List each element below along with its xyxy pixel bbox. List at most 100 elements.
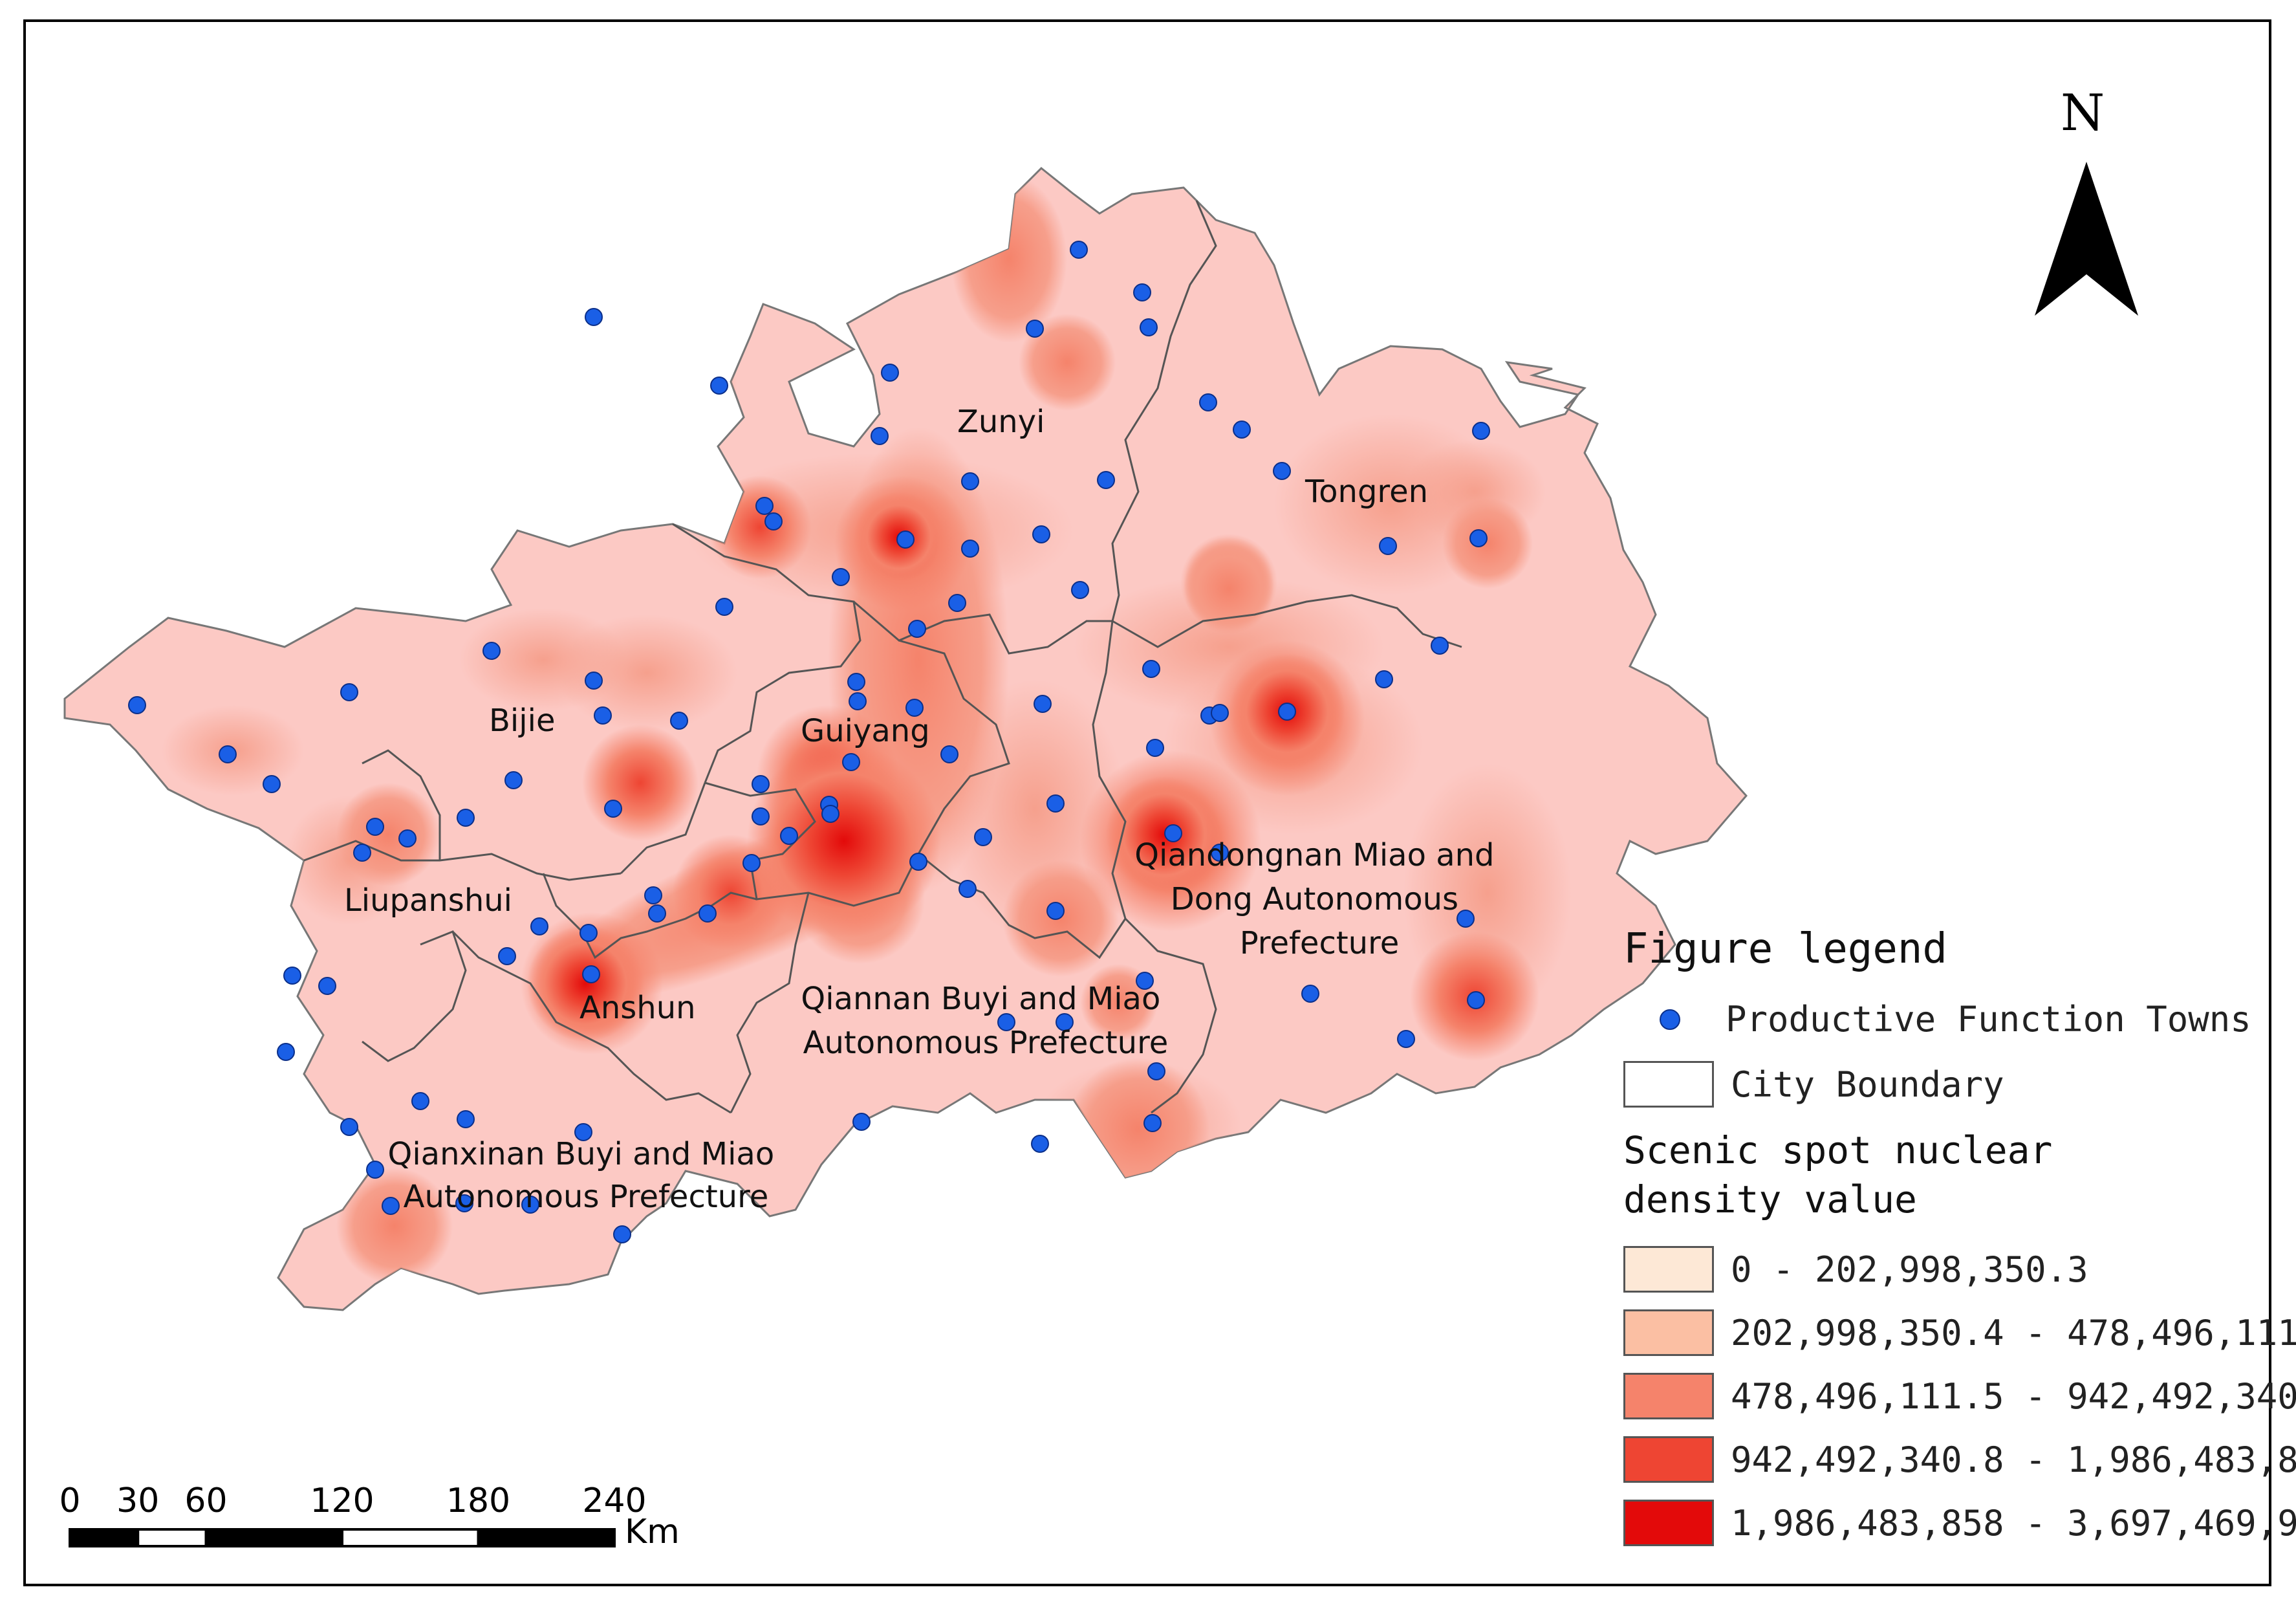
legend-class-row: 942,492,340.8 - 1,986,483,857 [1623, 1436, 2296, 1483]
town-dot [896, 530, 915, 549]
city-label-qianxinan-line1: Qianxinan Buyi and Miao [388, 1136, 775, 1172]
town-dot [1031, 1135, 1049, 1153]
town-dot [752, 775, 770, 793]
town-dot [948, 594, 966, 612]
town-dot [715, 598, 733, 616]
town-dot [1056, 1013, 1074, 1031]
town-dot [1164, 824, 1182, 842]
town-dot [585, 308, 603, 326]
boundary-tongren-qiandongnan [1112, 594, 1462, 648]
town-dot [498, 947, 516, 965]
town-dot [1379, 537, 1397, 555]
province-map: Zunyi Tongren Bijie Guiyang Liupanshui A… [63, 166, 1748, 1311]
scale-tick-label: 30 [116, 1481, 160, 1520]
town-dot [1457, 910, 1475, 928]
boundary-anshun-qianxinan [451, 930, 731, 1114]
town-dot [128, 696, 146, 714]
city-label-liupanshui: Liupanshui [344, 882, 512, 919]
town-dot [585, 672, 603, 690]
scale-bar-segment [341, 1528, 480, 1547]
town-dot [398, 829, 417, 847]
town-dot [366, 818, 384, 836]
town-dot [353, 844, 371, 862]
town-dot [1136, 972, 1154, 990]
legend-towns-label: Productive Function Towns [1726, 999, 2251, 1040]
boundary-zunyi-tongren [1111, 200, 1217, 622]
boundary-qiannan-west [730, 892, 810, 1113]
legend-class-row: 202,998,350.4 - 478,496,111.4 [1623, 1309, 2296, 1356]
town-dot [908, 620, 926, 638]
town-dot [710, 377, 728, 395]
city-label-zunyi: Zunyi [957, 404, 1045, 440]
boundary-bijie-zunyi [672, 523, 861, 783]
city-label-qiandongnan-line1: Qiandongnan Miao and [1134, 837, 1494, 873]
boundary-swatch [1623, 1061, 1714, 1108]
town-dot [1097, 471, 1115, 489]
town-dot [670, 712, 688, 730]
north-arrow [2035, 162, 2138, 316]
town-dot [1026, 320, 1044, 338]
town-dot [849, 692, 867, 710]
town-dot [842, 753, 860, 771]
town-dot [1375, 670, 1393, 688]
town-dot [1143, 1114, 1162, 1132]
town-dot [1273, 462, 1291, 480]
town-dot [604, 800, 622, 818]
town-dot [997, 1013, 1015, 1031]
legend-class-swatch [1623, 1309, 1714, 1356]
town-dot [1469, 529, 1488, 547]
town-dot [1046, 902, 1065, 920]
scale-bar [69, 1528, 616, 1547]
scale-bar-segment [136, 1528, 208, 1547]
town-dot [457, 1110, 475, 1128]
legend-class-swatch [1623, 1436, 1714, 1483]
city-label-qiannan-line1: Qiannan Buyi and Miao [801, 981, 1160, 1017]
legend-class-label: 1,986,483,858 - 3,697,469,952 [1731, 1502, 2296, 1544]
town-dot [648, 904, 666, 923]
town-dot [905, 699, 924, 717]
city-label-qiandongnan-line3: Prefecture [1240, 925, 1400, 961]
density-layer [162, 175, 1572, 1284]
town-dot [1199, 393, 1217, 411]
town-dot [318, 977, 336, 995]
town-dot [1032, 525, 1050, 543]
town-dot [521, 1196, 539, 1214]
legend-boundary-row: City Boundary [1623, 1061, 2004, 1108]
town-dot [871, 427, 889, 445]
town-dot [283, 967, 301, 985]
city-label-tongren: Tongren [1305, 474, 1428, 510]
city-label-qianxinan: Qianxinan Buyi and Miao Autonomous Prefe… [388, 1136, 785, 1215]
town-dot [958, 880, 977, 898]
town-dot [1140, 318, 1158, 336]
city-labels: Zunyi Tongren Bijie Guiyang Liupanshui A… [344, 404, 1495, 1215]
town-dot [780, 827, 798, 845]
scale-bar-unit: Km [625, 1513, 680, 1551]
town-dot [961, 472, 979, 490]
boundary-guiyang-qiannan [704, 639, 1010, 907]
town-dot [1301, 985, 1319, 1003]
town-dot [752, 807, 770, 825]
scale-tick-label: 120 [310, 1481, 374, 1520]
town-dot [579, 924, 598, 942]
legend-class-label: 202,998,350.4 - 478,496,111.4 [1731, 1312, 2296, 1353]
city-label-qiannan-line2: Autonomous Prefecture [803, 1025, 1169, 1061]
legend-class-label: 942,492,340.8 - 1,986,483,857 [1731, 1439, 2296, 1480]
town-dot [1146, 739, 1164, 757]
town-dot [382, 1197, 400, 1215]
boundary-liupanshui-anshun [542, 873, 757, 959]
town-dot [455, 1194, 473, 1212]
north-arrow-icon [2035, 162, 2138, 316]
town-dot [1472, 422, 1490, 440]
town-dot [755, 497, 774, 515]
town-dot [263, 775, 281, 793]
legend-class-swatch [1623, 1500, 1714, 1546]
town-dot [277, 1043, 295, 1061]
legend-class-label: 0 - 202,998,350.3 [1731, 1249, 2088, 1290]
boundary-anshun-qiannan [620, 782, 706, 875]
legend-title: Figure legend [1623, 925, 1947, 973]
legend-class-label: 478,496,111.5 - 942,492,340.7 [1731, 1375, 2296, 1417]
town-dot [1071, 581, 1089, 599]
map-frame [23, 19, 2271, 1586]
city-label-qiandongnan-line2: Dong Autonomous [1171, 881, 1458, 917]
scale-tick-label: 60 [184, 1481, 228, 1520]
